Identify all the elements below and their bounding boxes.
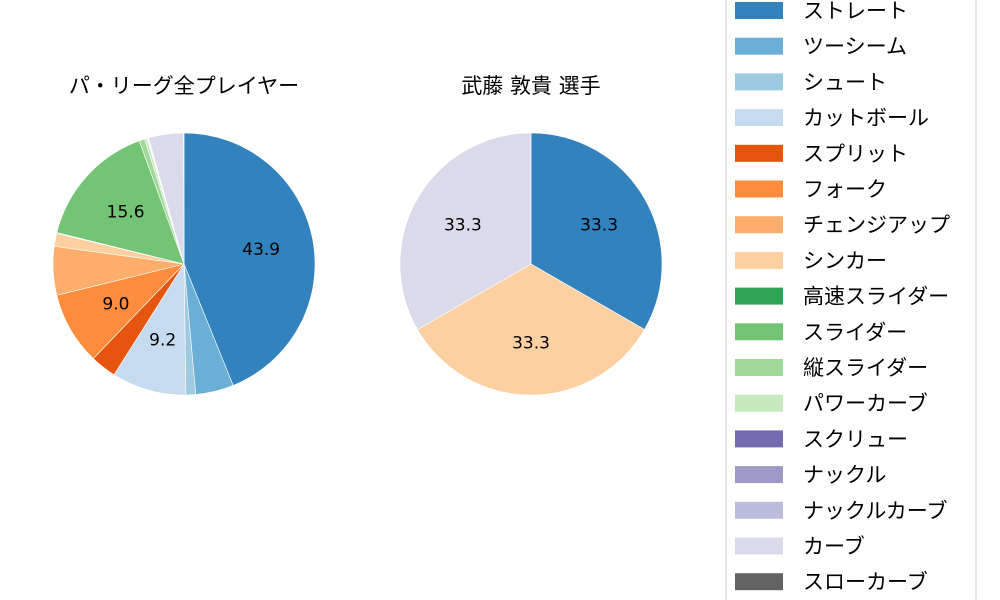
legend-label-15: カーブ — [803, 535, 865, 559]
legend-label-3: カットボール — [803, 106, 929, 130]
legend-swatch-13 — [735, 466, 783, 484]
legend-label-2: シュート — [803, 70, 887, 94]
legend-label-16: スローカーブ — [803, 570, 928, 594]
legend-label-1: ツーシーム — [803, 35, 907, 59]
legend-label-8: 高速スライダー — [803, 285, 949, 309]
legend-label-13: ナックル — [803, 463, 886, 487]
legend-swatch-14 — [735, 501, 783, 519]
pie-slice-0-9 — [56, 140, 185, 265]
legend-label-4: スプリット — [803, 142, 908, 166]
legend-swatch-1 — [735, 37, 783, 55]
legend-label-5: フォーク — [803, 178, 887, 202]
legend-swatch-16 — [735, 573, 783, 591]
legend-swatch-7 — [735, 251, 783, 269]
legend-swatch-0 — [735, 2, 783, 19]
pie-slice-label-1-1: 33.3 — [512, 334, 550, 354]
pie-slice-label-1-0: 33.3 — [580, 216, 618, 236]
pie-slice-label-0-9: 15.6 — [107, 202, 145, 222]
legend-swatch-5 — [735, 180, 783, 198]
pie-slice-label-0-5: 9.0 — [102, 294, 129, 314]
legend-label-0: ストレート — [803, 0, 908, 23]
legend-frame — [725, 0, 977, 600]
pie-slice-label-0-0: 43.9 — [242, 240, 280, 260]
legend-label-6: チェンジアップ — [803, 213, 950, 237]
pie-slice-1-1 — [417, 263, 645, 396]
legend-label-14: ナックルカーブ — [803, 499, 947, 523]
legend: ストレートツーシームシュートカットボールスプリットフォークチェンジアップシンカー… — [725, 0, 977, 600]
legend-label-7: シンカー — [803, 249, 887, 273]
pie-slice-0-0 — [183, 132, 316, 386]
pie-slice-1-0 — [530, 132, 663, 330]
pie-slice-1-2 — [399, 132, 532, 330]
legend-swatch-9 — [735, 323, 783, 341]
pie-slice-label-1-2: 33.3 — [444, 216, 482, 236]
legend-swatch-8 — [735, 287, 783, 305]
legend-label-9: スライダー — [803, 320, 907, 344]
pie-slice-label-0-3: 9.2 — [149, 331, 176, 351]
legend-swatch-2 — [735, 73, 783, 91]
legend-swatch-4 — [735, 144, 783, 162]
legend-label-10: 縦スライダー — [803, 356, 928, 380]
legend-swatch-3 — [735, 109, 783, 127]
pie-chart-player: 33.3 33.3 33.3 — [399, 132, 663, 396]
pie-title-player: 武藤 敦貴 選手 — [461, 74, 600, 98]
pie-chart-league: 43.9 9.2 9.0 15.6 — [52, 132, 316, 396]
legend-swatch-15 — [735, 537, 783, 555]
pie-title-league: パ・リーグ全プレイヤー — [69, 74, 299, 98]
legend-label-11: パワーカーブ — [803, 392, 928, 416]
legend-label-12: スクリュー — [803, 427, 908, 451]
legend-swatch-12 — [735, 430, 783, 448]
legend-swatch-10 — [735, 359, 783, 376]
legend-swatch-11 — [735, 394, 783, 412]
legend-swatch-6 — [735, 216, 783, 234]
